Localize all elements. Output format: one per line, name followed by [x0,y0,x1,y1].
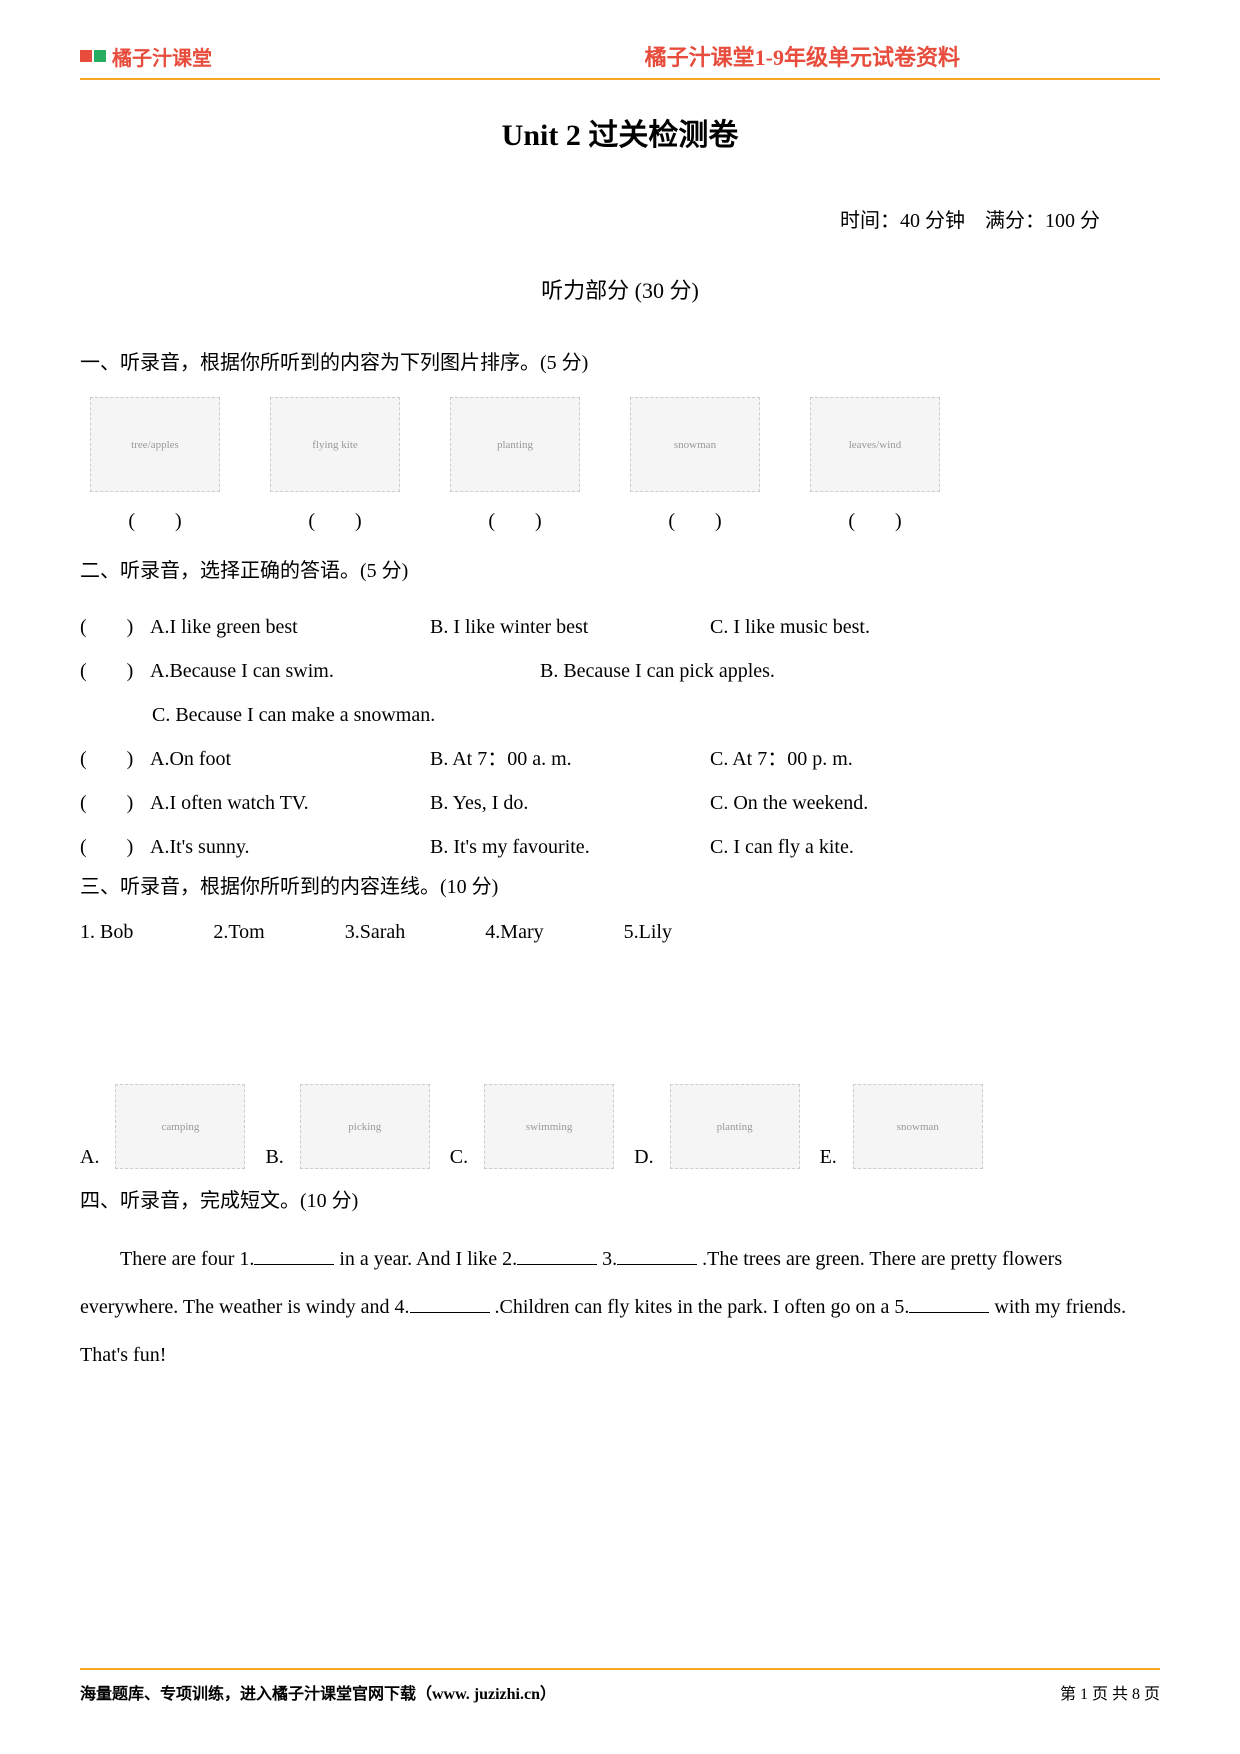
q1-image-3: planting [450,397,580,492]
q2-item-3: ( ) A.On foot B. At 7：00 a. m. C. At 7：0… [80,737,1160,781]
q3-label-e: E. [820,1146,837,1169]
brand-square-red [80,50,92,62]
q4-blank-4[interactable] [410,1293,490,1313]
brand-text: 橘子汁课堂 [112,42,212,71]
brand-square-green [94,50,106,62]
q3-label-d: D. [634,1146,653,1169]
q1-image-4: snowman [630,397,760,492]
q4-blank-3[interactable] [617,1245,697,1265]
q3-image-b: picking [300,1084,430,1169]
q3-name-3: 3.Sarah [345,921,406,944]
header-title: 橘子汁课堂1-9年级单元试卷资料 [645,40,960,72]
q3-label-c: C. [450,1146,468,1169]
q2-3-b: B. At 7：00 a. m. [430,737,710,781]
q3-label-a: A. [80,1146,99,1169]
q2-3-c: C. At 7：00 p. m. [710,737,990,781]
q2-item-1: ( ) A.I like green best B. I like winter… [80,605,1160,649]
q4-text-2: in a year. And I like 2. [339,1248,517,1270]
q4-passage: There are four 1. in a year. And I like … [80,1235,1160,1379]
q3-names-row: 1. Bob 2.Tom 3.Sarah 4.Mary 5.Lily [80,921,1160,944]
q1-paren-4[interactable]: ( ) [630,504,760,533]
q4-blank-2[interactable] [517,1245,597,1265]
q1-paren-2[interactable]: ( ) [270,504,400,533]
footer-right: 第 1 页 共 8 页 [1060,1680,1160,1704]
q1-image-row: tree/apples flying kite planting snowman… [80,397,1160,492]
q2-5-b: B. It's my favourite. [430,825,710,869]
q4-text-5: .Children can fly kites in the park. I o… [495,1296,910,1318]
q2-4-a: A.I often watch TV. [150,781,430,825]
q3-image-d: planting [670,1084,800,1169]
q2-1-c: C. I like music best. [710,605,990,649]
q1-image-5: leaves/wind [810,397,940,492]
q2-1-paren[interactable]: ( ) [80,605,150,649]
q4-text-1: There are four 1. [120,1248,254,1270]
q2-4-paren[interactable]: ( ) [80,781,150,825]
q1-paren-5[interactable]: ( ) [810,504,940,533]
q1-image-2: flying kite [270,397,400,492]
footer: 海量题库、专项训练，进入橘子汁课堂官网下载（www. juzizhi.cn） 第… [80,1668,1160,1704]
brand: 橘子汁课堂 [80,42,212,71]
q4-text-3: 3. [602,1248,617,1270]
q1-heading: 一、听录音，根据你所听到的内容为下列图片排序。(5 分) [80,345,1160,381]
q3-image-e: snowman [853,1084,983,1169]
q3-heading: 三、听录音，根据你所听到的内容连线。(10 分) [80,869,1160,905]
q2-2-c: C. Because I can make a snowman. [80,693,1160,737]
q2-5-paren[interactable]: ( ) [80,825,150,869]
q3-label-b: B. [265,1146,283,1169]
q2-2-a: A.Because I can swim. [150,649,540,693]
q2-1-a: A.I like green best [150,605,430,649]
q2-5-a: A.It's sunny. [150,825,430,869]
q1-paren-row: ( ) ( ) ( ) ( ) ( ) [80,504,1160,533]
q1-paren-1[interactable]: ( ) [90,504,220,533]
q3-name-4: 4.Mary [485,921,543,944]
page-title: Unit 2 过关检测卷 [80,110,1160,154]
q2-3-a: A.On foot [150,737,430,781]
q4-blank-5[interactable] [909,1293,989,1313]
meta-info: 时间：40 分钟 满分：100 分 [80,204,1160,233]
q1-image-1: tree/apples [90,397,220,492]
q3-name-5: 5.Lily [624,921,672,944]
section-listening-title: 听力部分 (30 分) [80,273,1160,305]
q2-2-b: B. Because I can pick apples. [540,649,1160,693]
q2-heading: 二、听录音，选择正确的答语。(5 分) [80,553,1160,589]
header-bar: 橘子汁课堂 橘子汁课堂1-9年级单元试卷资料 [80,40,1160,80]
q2-item-2: ( ) A.Because I can swim. B. Because I c… [80,649,1160,693]
q2-2-paren[interactable]: ( ) [80,649,150,693]
q4-blank-1[interactable] [254,1245,334,1265]
q4-heading: 四、听录音，完成短文。(10 分) [80,1183,1160,1219]
q2-item-4: ( ) A.I often watch TV. B. Yes, I do. C.… [80,781,1160,825]
q2-5-c: C. I can fly a kite. [710,825,990,869]
q2-1-b: B. I like winter best [430,605,710,649]
footer-left: 海量题库、专项训练，进入橘子汁课堂官网下载（www. juzizhi.cn） [80,1680,556,1704]
q3-image-a: camping [115,1084,245,1169]
q3-name-1: 1. Bob [80,921,133,944]
q2-4-c: C. On the weekend. [710,781,990,825]
q2-3-paren[interactable]: ( ) [80,737,150,781]
q3-image-c: swimming [484,1084,614,1169]
q2-item-5: ( ) A.It's sunny. B. It's my favourite. … [80,825,1160,869]
q3-image-row: A. camping B. picking C. swimming D. pla… [80,1084,1160,1169]
q3-name-2: 2.Tom [213,921,264,944]
q1-paren-3[interactable]: ( ) [450,504,580,533]
q2-4-b: B. Yes, I do. [430,781,710,825]
brand-icon [80,50,106,62]
